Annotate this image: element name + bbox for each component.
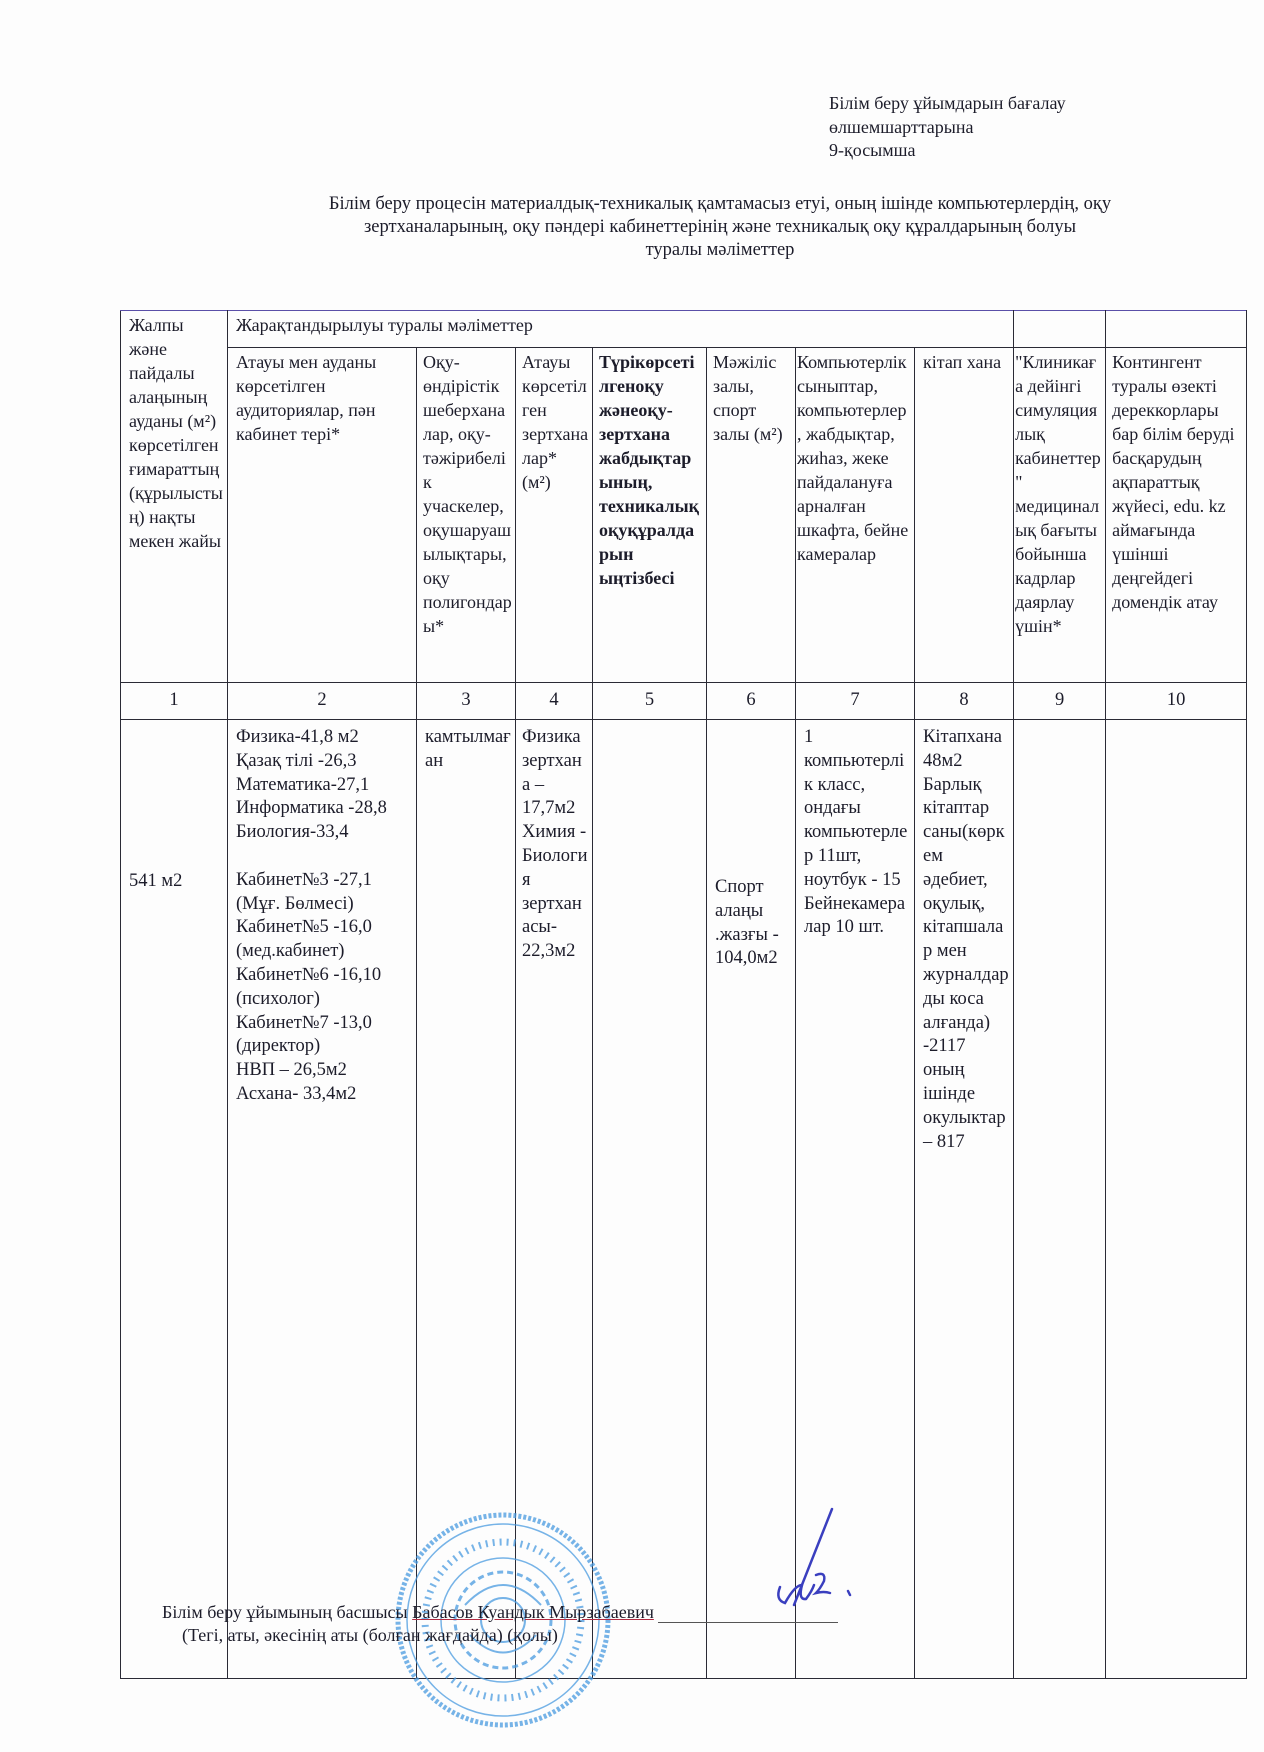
cell-laboratories: Физика зертхана – 17,7м2 Химия - Биологи… <box>515 719 593 1679</box>
column-number: 10 <box>1105 682 1248 720</box>
cell-lab-equipment-list <box>592 719 707 1679</box>
signatory-name: Бабасов Куандык Мырзабаевич <box>412 1602 654 1622</box>
header-information-system: Контингент туралы өзекті дереккорлары ба… <box>1105 347 1248 683</box>
column-number: 5 <box>592 682 707 720</box>
header-simulation-cabinets: "Клиникаға дейінгі симуляциялық кабинетт… <box>1013 347 1107 683</box>
cell-information-system <box>1105 719 1248 1679</box>
cell-classrooms: Физика-41,8 м2 Қазақ тілі -26,3 Математи… <box>227 719 417 1679</box>
column-number: 1 <box>120 682 228 720</box>
cell-workshops: камтылмаған <box>416 719 516 1679</box>
header-address-area: Жалпы және пайдалы алаңының ауданы (м²) … <box>120 310 228 683</box>
header-equipment-group: Жарақтандырылуы туралы мәліметтер <box>226 310 1015 348</box>
signature-line <box>657 1604 838 1623</box>
cell-halls: Спорт алаңы .жазғы - 104,0м2 <box>706 719 796 1679</box>
title-line: Білім беру процесін материалдық-техникал… <box>328 194 1112 214</box>
header-library: кітап хана <box>913 347 1015 683</box>
table-row: 541 м2 Физика-41,8 м2 Қазақ тілі -26,3 М… <box>120 719 1248 1679</box>
column-number: 6 <box>706 682 796 720</box>
appendix-note: Білім беру ұйымдарын бағалау өлшемшарттар… <box>829 92 1066 163</box>
header-workshops: Оқу-өндірістік шеберханалар, оқу-тәжіриб… <box>416 347 516 683</box>
header-empty-cell <box>1105 310 1248 348</box>
header-lab-equipment-list: Түрікөрсетілгеноқу жәнеоқу-зертхана жабд… <box>592 347 707 683</box>
header-computer-classes: Компьютерлік сыныптар, компьютерлер, жаб… <box>795 347 915 683</box>
signatory-line: Білім беру ұйымының басшысы Бабасов Куан… <box>162 1602 838 1623</box>
column-number: 4 <box>515 682 593 720</box>
header-halls: Мәжіліс залы, спорт залы (м²) <box>706 347 796 683</box>
header-empty-cell <box>1013 310 1107 348</box>
cell-simulation-cabinets <box>1013 719 1107 1679</box>
appendix-line: Білім беру ұйымдарын бағалау <box>829 93 1066 113</box>
column-number: 8 <box>913 682 1015 720</box>
column-number: 9 <box>1013 682 1107 720</box>
appendix-line: өлшемшарттарына <box>829 116 974 137</box>
signature <box>777 1507 852 1607</box>
column-number: 3 <box>416 682 516 720</box>
cell-library: Кітапхана 48м2 Барлық кітаптар саны(көрк… <box>913 719 1015 1679</box>
signatory-caption: (Тегі, аты, әкесінің аты (болған жағдайд… <box>182 1625 558 1645</box>
cell-computer-classes: 1 компьютерлік класс, ондағы компьютерле… <box>795 719 915 1679</box>
cell-total-area: 541 м2 <box>120 719 228 1679</box>
column-number: 7 <box>795 682 915 720</box>
header-classrooms: Атауы мен ауданы көрсетілген аудиторияла… <box>227 347 417 683</box>
title-line: зертханаларының, оқу пәндері кабинеттері… <box>363 217 1077 237</box>
header-laboratories: Атауы көрсетілген зертханалар* (м²) <box>515 347 593 683</box>
signatory-role: Білім беру ұйымының басшысы <box>162 1602 408 1622</box>
appendix-number: 9-қосымша <box>829 140 916 160</box>
column-number: 2 <box>227 682 417 720</box>
equipment-table: Жалпы және пайдалы алаңының ауданы (м²) … <box>120 310 1248 1679</box>
title-line: туралы мәліметтер <box>645 240 795 260</box>
document-title: Білім беру процесін материалдық-техникал… <box>220 193 1220 262</box>
official-stamp <box>395 1512 611 1728</box>
